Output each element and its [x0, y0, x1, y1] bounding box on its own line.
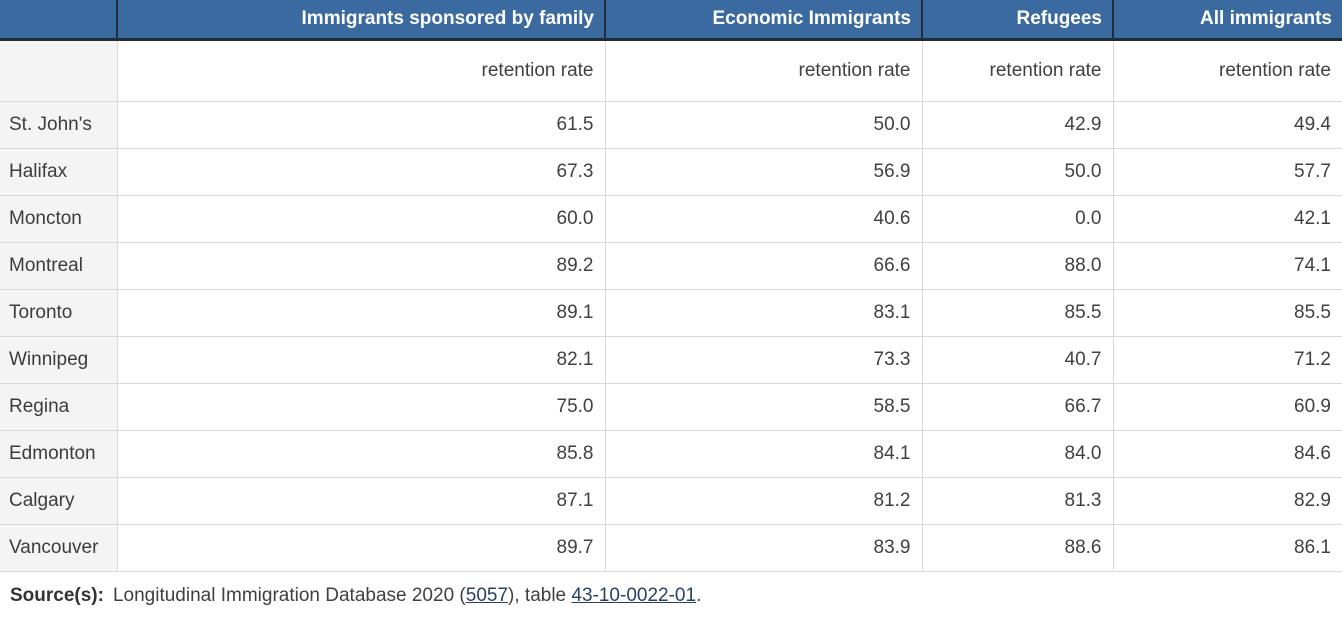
subheader-corner-cell [0, 39, 118, 102]
corner-cell [0, 0, 118, 41]
retention-value-cell: 71.2 [1113, 336, 1342, 384]
table-row: Halifax 67.3 56.9 50.0 57.7 [0, 148, 1342, 196]
row-label-city: Moncton [0, 195, 118, 243]
retention-value-cell: 85.8 [117, 430, 606, 478]
retention-value-cell: 87.1 [117, 477, 606, 525]
retention-value-cell: 50.0 [922, 148, 1114, 196]
retention-value-cell: 40.6 [605, 195, 923, 243]
source-note: Source(s): Longitudinal Immigration Datab… [0, 572, 1342, 607]
row-label-city: Winnipeg [0, 336, 118, 384]
table-row: Moncton 60.0 40.6 0.0 42.1 [0, 195, 1342, 243]
column-header-refugees: Refugees [922, 0, 1114, 41]
retention-value-cell: 83.1 [605, 289, 923, 337]
retention-value-cell: 56.9 [605, 148, 923, 196]
retention-value-cell: 66.6 [605, 242, 923, 290]
retention-value-cell: 75.0 [117, 383, 606, 431]
retention-value-cell: 58.5 [605, 383, 923, 431]
table-row: Regina 75.0 58.5 66.7 60.9 [0, 383, 1342, 431]
retention-value-cell: 89.1 [117, 289, 606, 337]
column-header-all: All immigrants [1113, 0, 1342, 41]
retention-value-cell: 42.9 [922, 101, 1114, 149]
retention-value-cell: 83.9 [605, 524, 923, 572]
row-label-city: Halifax [0, 148, 118, 196]
retention-value-cell: 88.6 [922, 524, 1114, 572]
subheader-all: retention rate [1113, 39, 1342, 102]
row-label-city: St. John's [0, 101, 118, 149]
subheader-economic: retention rate [605, 39, 923, 102]
retention-value-cell: 60.9 [1113, 383, 1342, 431]
subheader-refugees: retention rate [922, 39, 1114, 102]
column-header-economic: Economic Immigrants [605, 0, 923, 41]
row-label-city: Edmonton [0, 430, 118, 478]
source-link-5057[interactable]: 5057 [465, 584, 509, 606]
table-row: Montreal 89.2 66.6 88.0 74.1 [0, 242, 1342, 290]
column-header-row: Immigrants sponsored by family Economic … [0, 0, 1342, 41]
retention-value-cell: 66.7 [922, 383, 1114, 431]
retention-value-cell: 89.7 [117, 524, 606, 572]
retention-value-cell: 85.5 [1113, 289, 1342, 337]
retention-value-cell: 50.0 [605, 101, 923, 149]
subheader-family: retention rate [117, 39, 606, 102]
row-label-city: Toronto [0, 289, 118, 337]
row-label-city: Montreal [0, 242, 118, 290]
row-label-city: Regina [0, 383, 118, 431]
retention-value-cell: 84.6 [1113, 430, 1342, 478]
retention-rate-table: Immigrants sponsored by family Economic … [0, 0, 1342, 572]
source-text-before: Longitudinal Immigration Database 2020 ( [112, 584, 466, 606]
retention-value-cell: 42.1 [1113, 195, 1342, 243]
source-text-middle: ), table [508, 584, 572, 606]
retention-value-cell: 81.3 [922, 477, 1114, 525]
retention-value-cell: 86.1 [1113, 524, 1342, 572]
retention-value-cell: 88.0 [922, 242, 1114, 290]
table-row: Toronto 89.1 83.1 85.5 85.5 [0, 289, 1342, 337]
retention-value-cell: 57.7 [1113, 148, 1342, 196]
row-label-city: Calgary [0, 477, 118, 525]
retention-value-cell: 67.3 [117, 148, 606, 196]
retention-value-cell: 73.3 [605, 336, 923, 384]
retention-value-cell: 84.0 [922, 430, 1114, 478]
retention-value-cell: 85.5 [922, 289, 1114, 337]
column-header-family: Immigrants sponsored by family [117, 0, 606, 41]
retention-value-cell: 74.1 [1113, 242, 1342, 290]
retention-value-cell: 82.9 [1113, 477, 1342, 525]
retention-value-cell: 81.2 [605, 477, 923, 525]
retention-value-cell: 89.2 [117, 242, 606, 290]
source-text-after: . [696, 584, 702, 606]
subheader-row: retention rate retention rate retention … [0, 39, 1342, 102]
table-row: Calgary 87.1 81.2 81.3 82.9 [0, 477, 1342, 525]
table-row: Vancouver 89.7 83.9 88.6 86.1 [0, 524, 1342, 572]
retention-value-cell: 84.1 [605, 430, 923, 478]
retention-value-cell: 61.5 [117, 101, 606, 149]
retention-value-cell: 49.4 [1113, 101, 1342, 149]
retention-value-cell: 0.0 [922, 195, 1114, 243]
table-row: Edmonton 85.8 84.1 84.0 84.6 [0, 430, 1342, 478]
source-link-table-number[interactable]: 43-10-0022-01 [571, 584, 697, 606]
retention-value-cell: 40.7 [922, 336, 1114, 384]
table-body: St. John's 61.5 50.0 42.9 49.4 Halifax 67.3 56.… [0, 101, 1342, 572]
row-label-city: Vancouver [0, 524, 118, 572]
retention-value-cell: 60.0 [117, 195, 606, 243]
table-row: Winnipeg 82.1 73.3 40.7 71.2 [0, 336, 1342, 384]
source-label: Source(s): [10, 584, 104, 606]
table-row: St. John's 61.5 50.0 42.9 49.4 [0, 101, 1342, 149]
retention-value-cell: 82.1 [117, 336, 606, 384]
